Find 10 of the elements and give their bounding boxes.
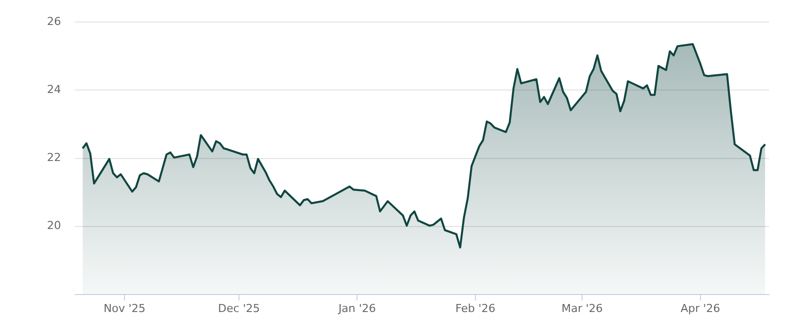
y-tick-label: 24 (47, 82, 61, 96)
x-tick-label: Feb '26 (455, 302, 496, 315)
y-tick-label: 20 (47, 219, 61, 232)
y-tick-label: 26 (47, 14, 61, 28)
x-tick-label: Dec '25 (218, 302, 260, 315)
x-tick-label: Jan '26 (337, 302, 376, 315)
y-tick-label: 22 (47, 151, 61, 164)
x-tick-label: Nov '25 (104, 302, 146, 315)
x-tick-label: Apr '26 (680, 302, 720, 315)
x-tick-label: Mar '26 (562, 302, 603, 315)
